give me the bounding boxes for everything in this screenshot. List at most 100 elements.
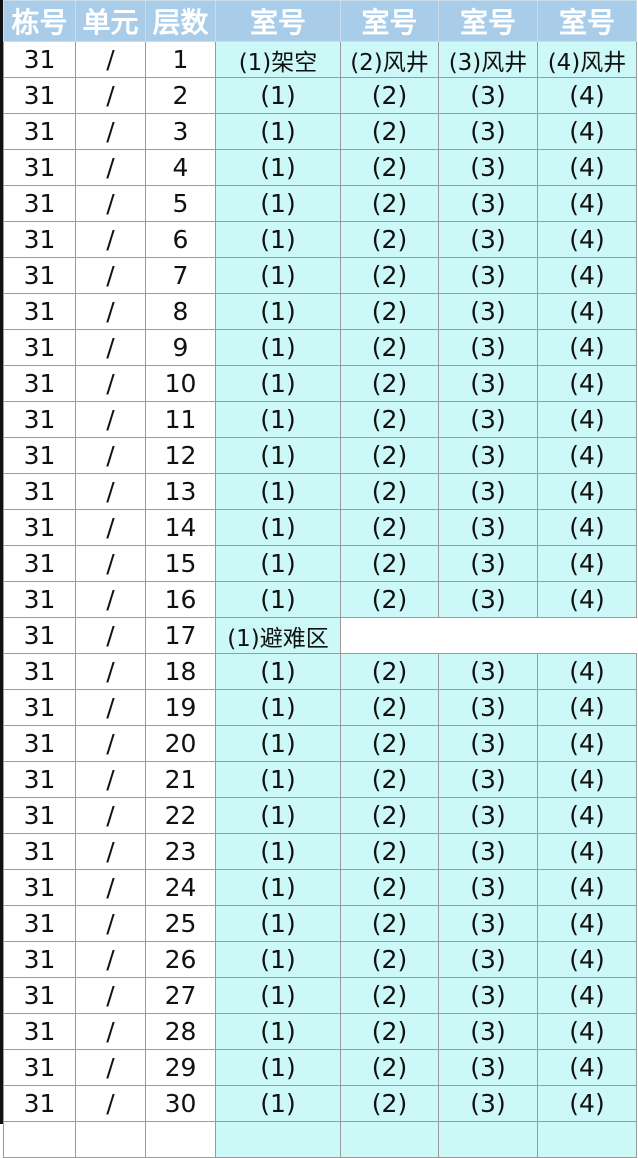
room-cell[interactable]: (1): [215, 509, 341, 546]
room-cell[interactable]: (3): [438, 77, 538, 114]
floor-cell[interactable]: 9: [145, 329, 216, 366]
room-cell[interactable]: (1): [215, 1085, 341, 1122]
unit-cell[interactable]: /: [75, 365, 146, 402]
empty-cell[interactable]: [537, 1121, 637, 1158]
room-cell[interactable]: (1): [215, 257, 341, 294]
room-cell[interactable]: (4): [537, 833, 637, 870]
empty-cell[interactable]: [340, 617, 439, 654]
unit-cell[interactable]: /: [75, 1085, 146, 1122]
building-cell[interactable]: 31: [3, 797, 76, 834]
unit-cell[interactable]: /: [75, 185, 146, 222]
unit-cell[interactable]: /: [75, 833, 146, 870]
floor-cell[interactable]: 12: [145, 437, 216, 474]
floor-cell[interactable]: 5: [145, 185, 216, 222]
floor-cell[interactable]: 7: [145, 257, 216, 294]
building-cell[interactable]: 31: [3, 149, 76, 186]
unit-cell[interactable]: /: [75, 473, 146, 510]
room-cell[interactable]: (3): [438, 653, 538, 690]
room-cell[interactable]: (3): [438, 473, 538, 510]
room-cell[interactable]: (2): [340, 905, 439, 942]
room-cell[interactable]: (4): [537, 77, 637, 114]
room-cell[interactable]: (2): [340, 185, 439, 222]
room-cell[interactable]: (3): [438, 329, 538, 366]
floor-cell[interactable]: 25: [145, 905, 216, 942]
room-cell[interactable]: (4): [537, 401, 637, 438]
room-cell[interactable]: (2): [340, 833, 439, 870]
floor-cell[interactable]: 22: [145, 797, 216, 834]
building-cell[interactable]: 31: [3, 257, 76, 294]
room-cell[interactable]: (4): [537, 905, 637, 942]
room-cell[interactable]: (4): [537, 581, 637, 618]
room-cell[interactable]: (1): [215, 221, 341, 258]
room-cell[interactable]: (3): [438, 725, 538, 762]
room-cell[interactable]: (2): [340, 1013, 439, 1050]
building-cell[interactable]: 31: [3, 833, 76, 870]
room-cell[interactable]: (3): [438, 113, 538, 150]
room-cell[interactable]: (2): [340, 581, 439, 618]
room-cell[interactable]: (4): [537, 653, 637, 690]
room-cell[interactable]: (1): [215, 185, 341, 222]
room-cell[interactable]: (1): [215, 437, 341, 474]
room-cell[interactable]: (4): [537, 509, 637, 546]
building-cell[interactable]: 31: [3, 617, 76, 654]
building-cell[interactable]: 31: [3, 761, 76, 798]
floor-cell[interactable]: 18: [145, 653, 216, 690]
room-cell[interactable]: (3): [438, 1049, 538, 1086]
room-cell[interactable]: (3): [438, 1085, 538, 1122]
building-cell[interactable]: 31: [3, 941, 76, 978]
room-cell[interactable]: (1): [215, 761, 341, 798]
unit-cell[interactable]: /: [75, 581, 146, 618]
unit-cell[interactable]: /: [75, 797, 146, 834]
floor-cell[interactable]: 6: [145, 221, 216, 258]
room-cell[interactable]: (1): [215, 113, 341, 150]
room-cell[interactable]: (4): [537, 257, 637, 294]
room-cell[interactable]: (1): [215, 329, 341, 366]
floor-cell[interactable]: 4: [145, 149, 216, 186]
room-cell[interactable]: (1): [215, 401, 341, 438]
room-cell[interactable]: (3): [438, 581, 538, 618]
room-cell[interactable]: (2): [340, 365, 439, 402]
floor-cell[interactable]: 20: [145, 725, 216, 762]
room-cell[interactable]: (4): [537, 185, 637, 222]
unit-cell[interactable]: /: [75, 77, 146, 114]
building-cell[interactable]: 31: [3, 1085, 76, 1122]
unit-cell[interactable]: /: [75, 437, 146, 474]
room-cell[interactable]: (1): [215, 905, 341, 942]
room-cell[interactable]: (3): [438, 257, 538, 294]
room-cell[interactable]: (3): [438, 869, 538, 906]
room-cell[interactable]: (2): [340, 401, 439, 438]
room-cell[interactable]: (3): [438, 1013, 538, 1050]
room-cell[interactable]: (3): [438, 689, 538, 726]
building-cell[interactable]: 31: [3, 113, 76, 150]
room-cell[interactable]: (3): [438, 905, 538, 942]
unit-cell[interactable]: /: [75, 509, 146, 546]
room-cell[interactable]: (2): [340, 509, 439, 546]
unit-cell[interactable]: /: [75, 1013, 146, 1050]
empty-cell[interactable]: [537, 617, 637, 654]
room-cell[interactable]: (4): [537, 725, 637, 762]
floor-cell[interactable]: 14: [145, 509, 216, 546]
floor-cell[interactable]: 19: [145, 689, 216, 726]
room-cell[interactable]: (3)风井: [438, 41, 538, 78]
room-cell[interactable]: (1): [215, 797, 341, 834]
floor-cell[interactable]: 1: [145, 41, 216, 78]
building-cell[interactable]: 31: [3, 509, 76, 546]
room-cell[interactable]: (2)风井: [340, 41, 439, 78]
unit-cell[interactable]: /: [75, 293, 146, 330]
building-cell[interactable]: 31: [3, 185, 76, 222]
room-cell[interactable]: (2): [340, 329, 439, 366]
floor-cell[interactable]: 3: [145, 113, 216, 150]
room-cell[interactable]: (3): [438, 977, 538, 1014]
floor-cell[interactable]: 15: [145, 545, 216, 582]
floor-cell[interactable]: 27: [145, 977, 216, 1014]
room-cell[interactable]: (3): [438, 941, 538, 978]
room-cell[interactable]: (4): [537, 1085, 637, 1122]
unit-cell[interactable]: /: [75, 617, 146, 654]
unit-cell[interactable]: /: [75, 689, 146, 726]
floor-cell[interactable]: 17: [145, 617, 216, 654]
floor-cell[interactable]: 2: [145, 77, 216, 114]
room-cell[interactable]: (1): [215, 293, 341, 330]
building-cell[interactable]: 31: [3, 725, 76, 762]
floor-cell[interactable]: 24: [145, 869, 216, 906]
room-cell[interactable]: (1): [215, 581, 341, 618]
